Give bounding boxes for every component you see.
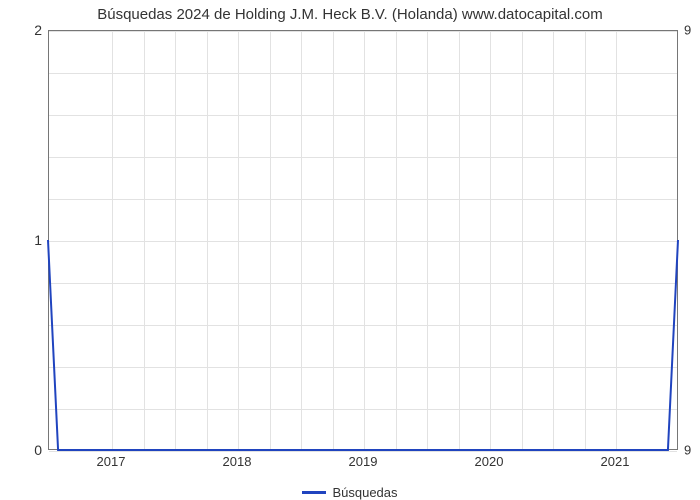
x-tick-label: 2020 [475,454,504,469]
series-line-búsquedas [48,240,678,450]
legend-label: Búsquedas [332,485,397,500]
x-tick-label: 2019 [349,454,378,469]
y-tick-label: 1 [12,232,42,248]
x-tick-label: 2021 [601,454,630,469]
x-tick-label: 2018 [223,454,252,469]
y-tick-label: 0 [12,442,42,458]
secondary-y-label: 9 [684,443,691,458]
chart-title: Búsquedas 2024 de Holding J.M. Heck B.V.… [0,6,700,23]
chart-svg [48,30,678,450]
legend-swatch [302,491,326,494]
chart-container: Búsquedas 2024 de Holding J.M. Heck B.V.… [0,6,700,500]
x-tick-label: 2017 [97,454,126,469]
legend-item-busquedas: Búsquedas [302,485,397,500]
gridline-horizontal [49,451,677,452]
secondary-y-label: 9 [684,23,691,38]
legend: Búsquedas [0,481,700,500]
y-tick-label: 2 [12,22,42,38]
